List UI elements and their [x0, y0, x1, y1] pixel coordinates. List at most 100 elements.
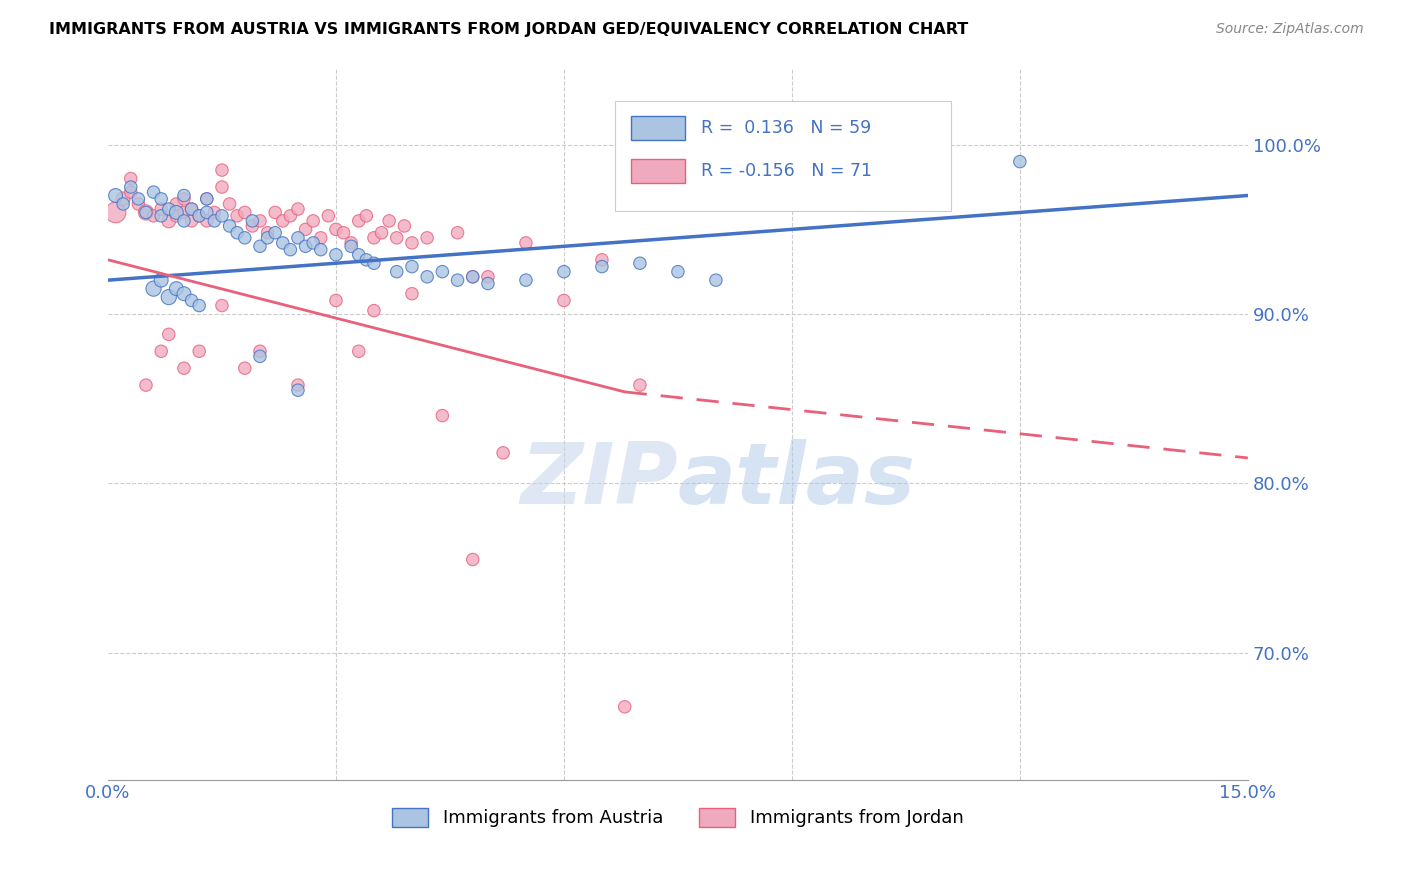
Point	[446, 226, 468, 240]
Point	[195, 205, 218, 219]
Point	[165, 282, 187, 296]
Point	[280, 209, 302, 223]
Point	[309, 243, 332, 257]
Point	[401, 286, 423, 301]
Point	[401, 235, 423, 250]
Point	[416, 269, 439, 284]
Legend: Immigrants from Austria, Immigrants from Jordan: Immigrants from Austria, Immigrants from…	[385, 801, 970, 835]
Point	[188, 299, 211, 313]
Point	[218, 219, 240, 233]
Point	[363, 303, 385, 318]
Point	[240, 219, 263, 233]
Point	[553, 293, 575, 308]
Point	[150, 192, 173, 206]
Point	[142, 209, 165, 223]
Point	[347, 248, 370, 262]
Point	[704, 273, 727, 287]
Point	[150, 344, 173, 359]
Text: IMMIGRANTS FROM AUSTRIA VS IMMIGRANTS FROM JORDAN GED/EQUIVALENCY CORRELATION CH: IMMIGRANTS FROM AUSTRIA VS IMMIGRANTS FR…	[49, 22, 969, 37]
Point	[202, 205, 225, 219]
Point	[112, 192, 135, 206]
Point	[180, 202, 202, 216]
Point	[195, 214, 218, 228]
FancyBboxPatch shape	[616, 101, 952, 211]
Point	[591, 260, 613, 274]
Point	[613, 699, 636, 714]
Point	[325, 293, 347, 308]
Point	[553, 265, 575, 279]
Point	[378, 214, 401, 228]
Point	[211, 163, 233, 178]
Point	[461, 552, 484, 566]
Point	[385, 265, 408, 279]
Point	[432, 265, 454, 279]
Point	[211, 299, 233, 313]
Point	[188, 209, 211, 223]
Point	[173, 286, 195, 301]
Point	[127, 192, 149, 206]
Point	[332, 226, 354, 240]
Point	[157, 327, 180, 342]
Text: ZIP: ZIP	[520, 440, 678, 523]
Text: R = -0.156   N = 71: R = -0.156 N = 71	[700, 162, 872, 180]
Point	[325, 248, 347, 262]
Point	[165, 197, 187, 211]
Point	[347, 344, 370, 359]
Point	[461, 269, 484, 284]
Point	[120, 171, 142, 186]
Point	[195, 192, 218, 206]
Point	[271, 235, 294, 250]
Point	[628, 256, 651, 270]
Point	[211, 180, 233, 194]
Point	[188, 344, 211, 359]
Point	[628, 378, 651, 392]
Point	[249, 349, 271, 363]
Text: atlas: atlas	[678, 440, 917, 523]
Point	[340, 235, 363, 250]
Point	[249, 344, 271, 359]
Point	[477, 277, 499, 291]
Point	[318, 209, 340, 223]
Point	[294, 239, 316, 253]
Point	[287, 202, 309, 216]
Point	[264, 205, 287, 219]
Point	[226, 226, 249, 240]
FancyBboxPatch shape	[631, 116, 685, 140]
Point	[363, 231, 385, 245]
Point	[211, 209, 233, 223]
Point	[226, 209, 249, 223]
Text: Source: ZipAtlas.com: Source: ZipAtlas.com	[1216, 22, 1364, 37]
Point	[591, 252, 613, 267]
Point	[150, 209, 173, 223]
Point	[157, 290, 180, 304]
Point	[363, 256, 385, 270]
Point	[120, 185, 142, 199]
Point	[294, 222, 316, 236]
Point	[264, 226, 287, 240]
Point	[150, 273, 173, 287]
Point	[233, 231, 256, 245]
Point	[461, 269, 484, 284]
Point	[515, 235, 537, 250]
Point	[271, 214, 294, 228]
Point	[165, 209, 187, 223]
Point	[515, 273, 537, 287]
Point	[218, 197, 240, 211]
Point	[401, 260, 423, 274]
Point	[142, 282, 165, 296]
Point	[492, 446, 515, 460]
Point	[180, 214, 202, 228]
Point	[240, 214, 263, 228]
Point	[112, 197, 135, 211]
Point	[165, 205, 187, 219]
Point	[173, 361, 195, 376]
Point	[127, 197, 149, 211]
Point	[202, 214, 225, 228]
Point	[287, 383, 309, 397]
Point	[195, 192, 218, 206]
Point	[188, 209, 211, 223]
Point	[233, 361, 256, 376]
Point	[180, 293, 202, 308]
Point	[120, 180, 142, 194]
Text: R =  0.136   N = 59: R = 0.136 N = 59	[700, 120, 870, 137]
